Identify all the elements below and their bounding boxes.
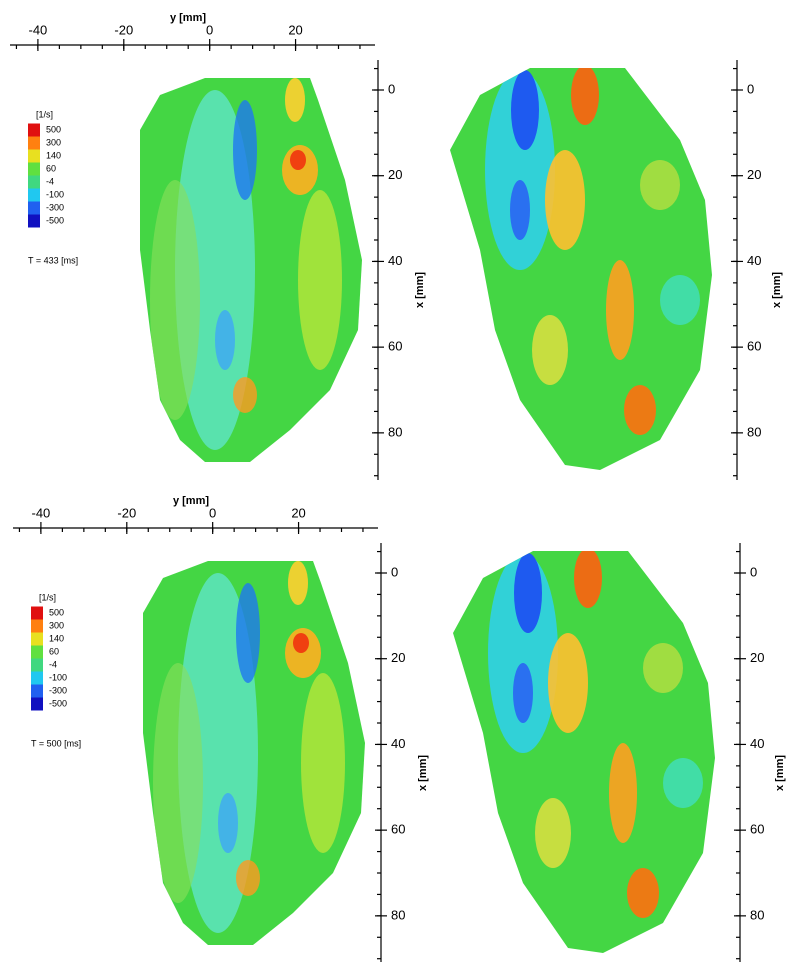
colorbar-tick-label: -500 [49, 698, 67, 708]
y-tick-label: 20 [391, 650, 405, 665]
x-tick-label: 0 [206, 22, 213, 37]
y-tick-label: 0 [391, 564, 398, 579]
contour-maps-bottom [133, 543, 723, 962]
contour-maps-top [130, 60, 720, 480]
colorbar-tick-label: -100 [49, 672, 67, 682]
colorbar-swatch [31, 658, 43, 672]
y-tick-label: 60 [391, 822, 405, 837]
y-tick-label: 20 [750, 650, 764, 665]
y-tick-label: 40 [388, 253, 402, 268]
colorbar-tick-label: 60 [46, 163, 56, 173]
y-tick-label: 40 [747, 253, 761, 268]
colorbar-tick-label: 500 [46, 124, 61, 134]
y-tick-label: 40 [750, 736, 764, 751]
x-tick-label: 20 [291, 505, 305, 520]
colorbar-tick-label: 300 [46, 137, 61, 147]
colorbar-tick-label: -4 [49, 659, 57, 669]
x-axis-label: y [mm] [170, 12, 206, 24]
x-tick-label: -20 [114, 22, 133, 37]
x-tick-label: -20 [117, 505, 136, 520]
y-tick-label: 80 [750, 907, 764, 922]
time-annotation: T = 433 [ms] [28, 255, 78, 265]
colorbar-label: [1/s] [39, 592, 56, 602]
x-tick-label: 0 [209, 505, 216, 520]
y-tick-label: 0 [388, 81, 395, 96]
colorbar-tick-label: 140 [46, 150, 61, 160]
y-tick-label: 40 [391, 736, 405, 751]
x-axis-label: y [mm] [173, 495, 209, 507]
colorbar-swatch [31, 645, 43, 659]
time-annotation: T = 500 [ms] [31, 738, 81, 748]
colorbar-swatch [28, 175, 40, 189]
y-tick-label: 0 [747, 81, 754, 96]
y-tick-label: 20 [388, 167, 402, 182]
y-axis-label: x [mm] [414, 272, 426, 308]
colorbar-swatch [28, 149, 40, 163]
y-axis-label: x [mm] [771, 272, 783, 308]
colorbar-swatch [31, 632, 43, 646]
colorbar-swatch [28, 123, 40, 137]
colorbar-tick-label: -300 [46, 202, 64, 212]
x-tick-label: -40 [29, 22, 48, 37]
y-axis-label: x [mm] [774, 755, 786, 791]
colorbar-tick-label: 500 [49, 607, 64, 617]
colorbar-swatch [28, 214, 40, 228]
colorbar-tick-label: -100 [46, 189, 64, 199]
y-tick-label: 60 [388, 339, 402, 354]
colorbar-swatch [31, 684, 43, 698]
y-tick-label: 80 [747, 424, 761, 439]
colorbar-tick-label: 300 [49, 620, 64, 630]
y-tick-label: 80 [391, 907, 405, 922]
colorbar-swatch [31, 619, 43, 633]
x-tick-label: 20 [288, 22, 302, 37]
colorbar-swatch [28, 201, 40, 215]
colorbar-swatch [31, 697, 43, 711]
colorbar-swatch [31, 606, 43, 620]
colorbar-tick-label: -500 [46, 215, 64, 225]
colorbar-tick-label: -300 [49, 685, 67, 695]
colorbar-swatch [28, 162, 40, 176]
colorbar-tick-label: -4 [46, 176, 54, 186]
y-axis-label: x [mm] [417, 755, 429, 791]
colorbar-tick-label: 140 [49, 633, 64, 643]
colorbar-tick-label: 60 [49, 646, 59, 656]
colorbar-label: [1/s] [36, 109, 53, 119]
y-tick-label: 80 [388, 424, 402, 439]
colorbar-swatch [28, 136, 40, 150]
colorbar-swatch [28, 188, 40, 202]
y-tick-label: 60 [750, 822, 764, 837]
colorbar-swatch [31, 671, 43, 685]
x-tick-label: -40 [32, 505, 51, 520]
y-tick-label: 0 [750, 564, 757, 579]
y-tick-label: 60 [747, 339, 761, 354]
y-tick-label: 20 [747, 167, 761, 182]
